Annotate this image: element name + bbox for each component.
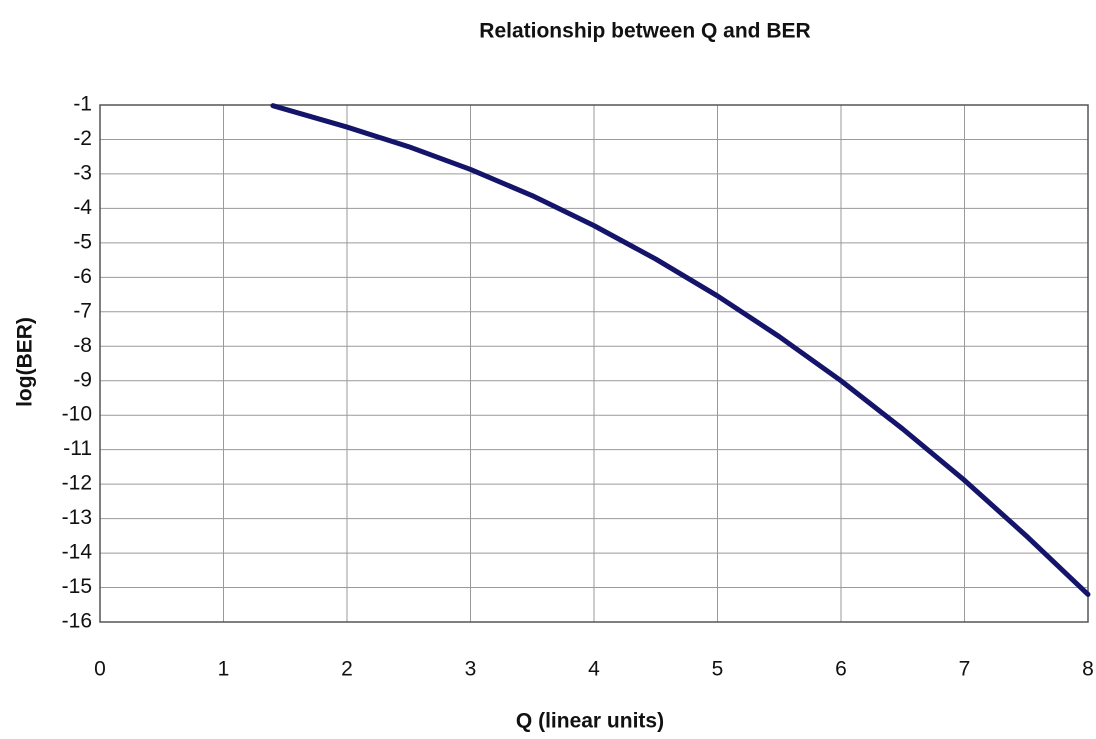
y-tick-label: -15 — [62, 575, 92, 598]
y-tick-label: -7 — [73, 299, 92, 322]
x-tick-label: 1 — [218, 658, 230, 681]
y-tick-label: -16 — [62, 610, 92, 633]
x-tick-label: 4 — [588, 658, 600, 681]
plot-frame — [99, 104, 1089, 623]
x-tick-label: 6 — [835, 658, 847, 681]
y-tick-label: -8 — [73, 334, 92, 357]
y-tick-label: -5 — [73, 230, 92, 253]
y-tick-label: -13 — [62, 506, 92, 529]
y-axis-label: log(BER) — [14, 317, 37, 407]
x-tick-label: 5 — [712, 658, 724, 681]
y-tick-label: -4 — [73, 196, 92, 219]
y-tick-label: -10 — [62, 403, 92, 426]
x-tick-label: 2 — [341, 658, 353, 681]
x-tick-label: 8 — [1082, 658, 1094, 681]
y-tick-label: -6 — [73, 265, 92, 288]
y-tick-label: -2 — [73, 127, 92, 150]
x-tick-label: 0 — [94, 658, 106, 681]
x-tick-label: 7 — [959, 658, 971, 681]
y-tick-label: -14 — [62, 541, 93, 564]
x-tick-label: 3 — [465, 658, 477, 681]
x-axis-label: Q (linear units) — [516, 710, 664, 733]
y-tick-label: -3 — [73, 161, 92, 184]
data-line — [270, 103, 1091, 597]
y-tick-label: -9 — [73, 368, 92, 391]
y-tick-label: -12 — [62, 472, 92, 495]
y-tick-label: -11 — [63, 437, 92, 460]
chart-title: Relationship between Q and BER — [479, 20, 810, 43]
y-tick-label: -1 — [73, 93, 92, 116]
